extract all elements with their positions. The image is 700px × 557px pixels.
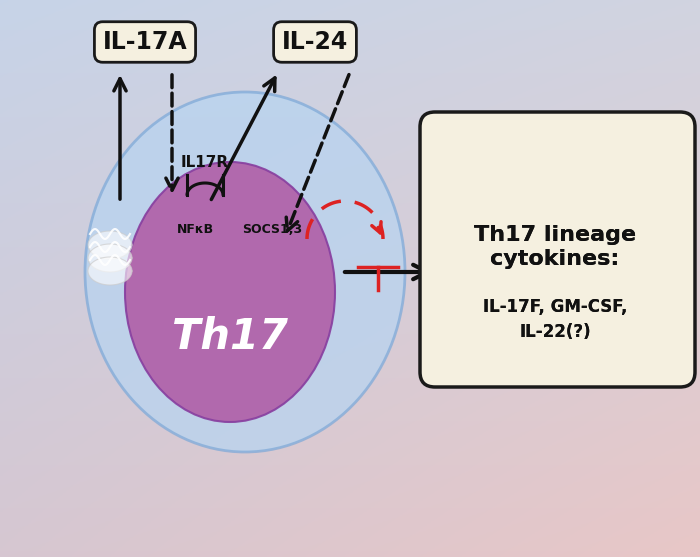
Text: IL-17A: IL-17A [103,30,188,54]
Ellipse shape [85,92,405,452]
FancyBboxPatch shape [420,112,695,387]
Text: IL-17F, GM-CSF,
IL-22(?): IL-17F, GM-CSF, IL-22(?) [483,297,627,340]
Text: Th17: Th17 [172,316,288,358]
Text: NFκB: NFκB [176,222,214,236]
Text: Th17 lineage
cytokines:: Th17 lineage cytokines: [474,224,636,270]
Text: IL-17F, GM-CSF,
IL-22(?): IL-17F, GM-CSF, IL-22(?) [483,297,627,340]
Polygon shape [88,231,132,259]
Polygon shape [88,244,132,272]
Text: IL-24: IL-24 [282,30,348,54]
Ellipse shape [125,162,335,422]
Text: SOCS1,3: SOCS1,3 [242,222,302,236]
Text: Th17 lineage
cytokines:: Th17 lineage cytokines: [474,224,636,270]
Polygon shape [88,257,132,285]
Text: IL17R: IL17R [181,154,229,169]
